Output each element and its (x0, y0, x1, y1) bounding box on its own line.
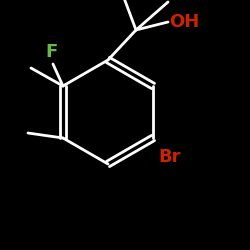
Text: OH: OH (169, 13, 199, 31)
Text: Br: Br (158, 148, 180, 166)
Text: F: F (46, 43, 58, 61)
